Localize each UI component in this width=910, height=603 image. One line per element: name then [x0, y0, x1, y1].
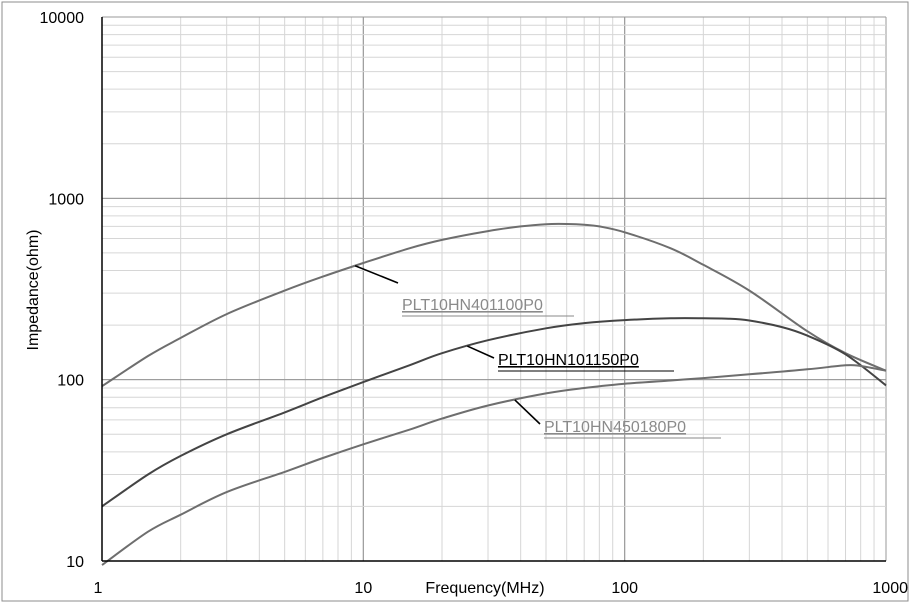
axes	[101, 17, 886, 562]
y-tick-label: 1000	[48, 191, 84, 208]
x-axis-title: Frequency(MHz)	[425, 580, 544, 597]
series-line-plt10hn401100p0	[101, 222, 887, 388]
x-tick-label: 10	[354, 580, 372, 597]
series-label: PLT10HN401100P0	[402, 297, 543, 314]
series-label: PLT10HN101150P0	[498, 352, 639, 369]
x-tick-label: 100	[611, 580, 638, 597]
x-tick-label: 1000	[872, 580, 908, 597]
series-label-leader-line	[354, 265, 399, 284]
y-tick-label: 10	[66, 554, 84, 571]
series-line-plt10hn101150p0	[101, 317, 887, 508]
series-line-plt10hn450180p0	[101, 364, 887, 566]
y-axis-title: Impedance(ohm)	[25, 230, 42, 351]
series-label: PLT10HN450180P0	[544, 419, 686, 436]
series-label-leader-line	[467, 345, 495, 359]
series-lines	[101, 222, 887, 566]
y-tick-label: 10000	[40, 10, 85, 27]
series-labels: PLT10HN401100P0 PLT10HN101150P0 PLT10HN450…	[354, 265, 721, 439]
series-label-leader-line	[514, 399, 541, 425]
y-tick-label: 100	[57, 373, 84, 390]
tick-labels: 1 10 100 1000 10 100 1000 10000	[40, 10, 909, 597]
x-tick-label: 1	[94, 580, 103, 597]
